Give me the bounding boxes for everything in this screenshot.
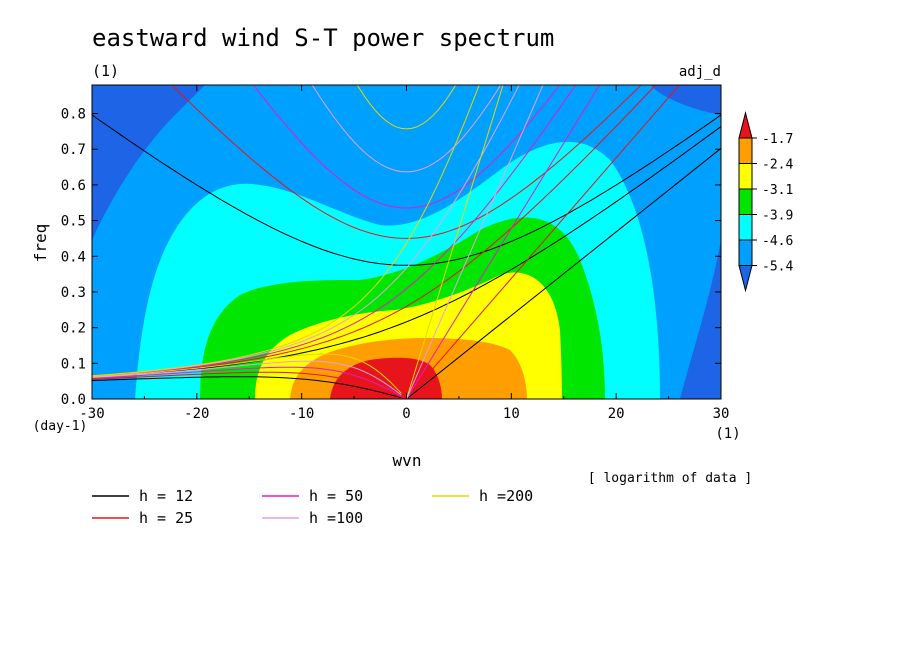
dispersion-curves xyxy=(92,85,721,399)
chart-subtitle-left: (1) xyxy=(92,62,119,80)
rossby-curve xyxy=(92,366,402,397)
x-tick-label: 30 xyxy=(713,406,730,422)
kelvin-curve xyxy=(406,85,544,399)
chart-subtitle-right: adj_d xyxy=(679,64,721,80)
mrg-curve xyxy=(92,85,520,377)
legend-label: h =200 xyxy=(479,487,533,505)
y-tick-label: 0.7 xyxy=(61,142,86,158)
mrg-curve xyxy=(92,85,480,377)
mrg-curve xyxy=(92,126,721,378)
axes: -30 -20 -10 0 10 20 30 0.0 0.1 0.2 0.3 0.4 0.5 0.6 0.7… xyxy=(61,85,730,422)
chart-title: eastward wind S-T power spectrum xyxy=(92,24,554,52)
mrg-curve xyxy=(92,85,577,377)
inertia-gravity-curve xyxy=(171,85,642,239)
rossby-curve xyxy=(92,360,402,396)
y-tick-label: 0.1 xyxy=(61,356,86,372)
colorbar-label: -3.1 xyxy=(762,183,793,198)
x-unit-label: (1) xyxy=(715,426,740,442)
x-tick-label: 20 xyxy=(608,406,625,422)
inertia-gravity-curve xyxy=(92,114,721,266)
legend-label: h = 25 xyxy=(139,509,193,527)
y-tick-label: 0.2 xyxy=(61,321,86,337)
y-unit-label: (day-1) xyxy=(33,419,88,434)
legend-label: h = 50 xyxy=(309,487,363,505)
legend: h = 12 h = 25 h = 50 h =100 h =200 xyxy=(92,487,533,527)
x-tick-label: -10 xyxy=(289,406,314,422)
x-tick-label: -20 xyxy=(184,406,209,422)
x-tick-label: 0 xyxy=(402,406,410,422)
kelvin-curve xyxy=(406,85,681,399)
colorbar-label: -2.4 xyxy=(762,158,793,173)
y-axis-label: freq xyxy=(31,224,50,263)
rossby-curve xyxy=(92,376,402,399)
colorbar-segment xyxy=(738,188,753,215)
kelvin-curve xyxy=(406,147,721,399)
y-tick-label: 0.4 xyxy=(61,249,86,265)
legend-label: h =100 xyxy=(309,509,363,527)
kelvin-curve xyxy=(406,85,601,399)
y-tick-label: 0.5 xyxy=(61,214,86,230)
colorbar-segment xyxy=(738,239,753,266)
kelvin-curve xyxy=(406,85,504,399)
colorbar-label: -3.9 xyxy=(762,209,793,224)
colorbar-top-arrow xyxy=(738,111,753,139)
colorbar-label: -4.6 xyxy=(762,234,793,249)
colorbar-bottom-arrow xyxy=(738,265,753,293)
colorbar-label: -1.7 xyxy=(762,132,793,147)
legend-label: h = 12 xyxy=(139,487,193,505)
rossby-curve xyxy=(92,371,402,398)
data-note: [ logarithm of data ] xyxy=(588,471,752,486)
y-tick-label: 0.0 xyxy=(61,392,86,408)
colorbar: -1.7 -2.4 -3.1 -3.9 -4.6 -5.4 xyxy=(738,111,793,293)
x-tick-label: -30 xyxy=(79,406,104,422)
rossby-curve xyxy=(92,353,402,394)
x-axis-label: wvn xyxy=(393,451,422,470)
y-tick-label: 0.6 xyxy=(61,178,86,194)
inertia-gravity-curve xyxy=(311,85,502,173)
colorbar-segment xyxy=(738,163,753,190)
colorbar-segment xyxy=(738,137,753,164)
y-tick-label: 0.3 xyxy=(61,285,86,301)
inertia-gravity-curve xyxy=(356,85,457,130)
x-tick-label: 10 xyxy=(503,406,520,422)
inertia-gravity-curve xyxy=(252,85,561,209)
colorbar-segment xyxy=(738,214,753,241)
y-tick-label: 0.8 xyxy=(61,107,86,123)
colorbar-label: -5.4 xyxy=(762,260,793,275)
mrg-curve xyxy=(92,85,657,378)
plot-area xyxy=(92,85,721,399)
